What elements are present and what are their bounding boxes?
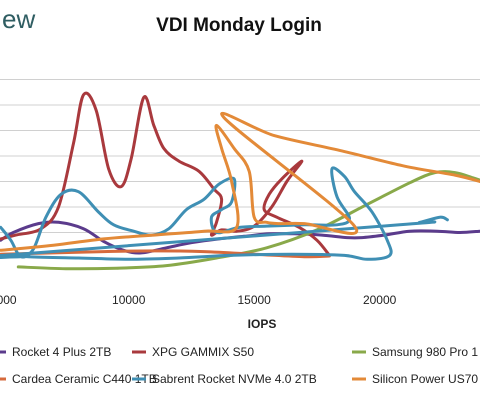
series-line-5 <box>0 111 480 252</box>
legend-label: Cardea Ceramic C440 1TB <box>12 372 157 386</box>
series-line-3 <box>0 249 331 259</box>
x-tick-label: 5000 <box>0 293 17 307</box>
legend-item: XPG GAMMIX S50 <box>132 345 254 359</box>
x-tick-labels: 5000 10000 15000 20000 <box>0 293 397 307</box>
legend-item: Samsung 980 Pro 1 <box>352 345 478 359</box>
legend-item: Sabrent Rocket NVMe 4.0 2TB <box>132 372 317 386</box>
chart-title: VDI Monday Login <box>156 15 322 36</box>
series-line-4 <box>0 166 449 261</box>
series-layer <box>0 91 480 271</box>
x-tick-label: 10000 <box>112 293 146 307</box>
x-tick-label: 20000 <box>363 293 397 307</box>
brand-text: ew <box>2 4 35 34</box>
legend-label: Rocket 4 Plus 2TB <box>12 345 111 359</box>
legend-label: XPG GAMMIX S50 <box>152 345 254 359</box>
legend: Rocket 4 Plus 2TB XPG GAMMIX S50 Samsung 9… <box>0 345 478 386</box>
x-axis-label: IOPS <box>248 317 277 331</box>
legend-item: Cardea Ceramic C440 1TB <box>0 372 157 386</box>
series-line-1 <box>0 91 331 257</box>
legend-label: Samsung 980 Pro 1 <box>372 345 478 359</box>
legend-item: Silicon Power US70 <box>352 372 478 386</box>
x-tick-label: 15000 <box>237 293 271 307</box>
legend-label: Silicon Power US70 <box>372 372 478 386</box>
legend-item: Rocket 4 Plus 2TB <box>0 345 111 359</box>
legend-label: Sabrent Rocket NVMe 4.0 2TB <box>152 372 317 386</box>
